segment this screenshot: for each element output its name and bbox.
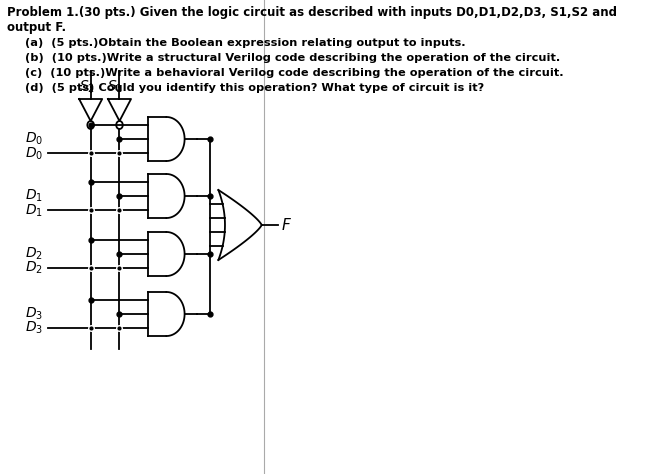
Text: (d)  (5 pts) Could you identify this operation? What type of circuit is it?: (d) (5 pts) Could you identify this oper…	[25, 83, 484, 93]
Text: $S_2$: $S_2$	[78, 79, 95, 95]
Text: $D_0$: $D_0$	[25, 145, 43, 162]
Text: (c)  (10 pts.)Write a behavioral Verilog code describing the operation of the ci: (c) (10 pts.)Write a behavioral Verilog …	[25, 68, 563, 78]
Text: $D_2$: $D_2$	[25, 260, 43, 276]
Text: (b)  (10 pts.)Write a structural Verilog code describing the operation of the ci: (b) (10 pts.)Write a structural Verilog …	[25, 53, 560, 63]
Text: (a)  (5 pts.)Obtain the Boolean expression relating output to inputs.: (a) (5 pts.)Obtain the Boolean expressio…	[25, 38, 465, 48]
Text: $D_0$: $D_0$	[25, 131, 43, 147]
Text: $S_1$: $S_1$	[108, 79, 123, 95]
Text: $D_2$: $D_2$	[25, 246, 43, 262]
Text: $D_1$: $D_1$	[25, 188, 43, 204]
Text: $D_1$: $D_1$	[25, 202, 43, 219]
Text: $D_3$: $D_3$	[25, 320, 43, 337]
Text: output F.: output F.	[6, 21, 65, 34]
Text: $D_3$: $D_3$	[25, 306, 43, 322]
Text: $F$: $F$	[281, 217, 292, 233]
Text: Problem 1.(30 pts.) Given the logic circuit as described with inputs D0,D1,D2,D3: Problem 1.(30 pts.) Given the logic circ…	[6, 6, 617, 19]
